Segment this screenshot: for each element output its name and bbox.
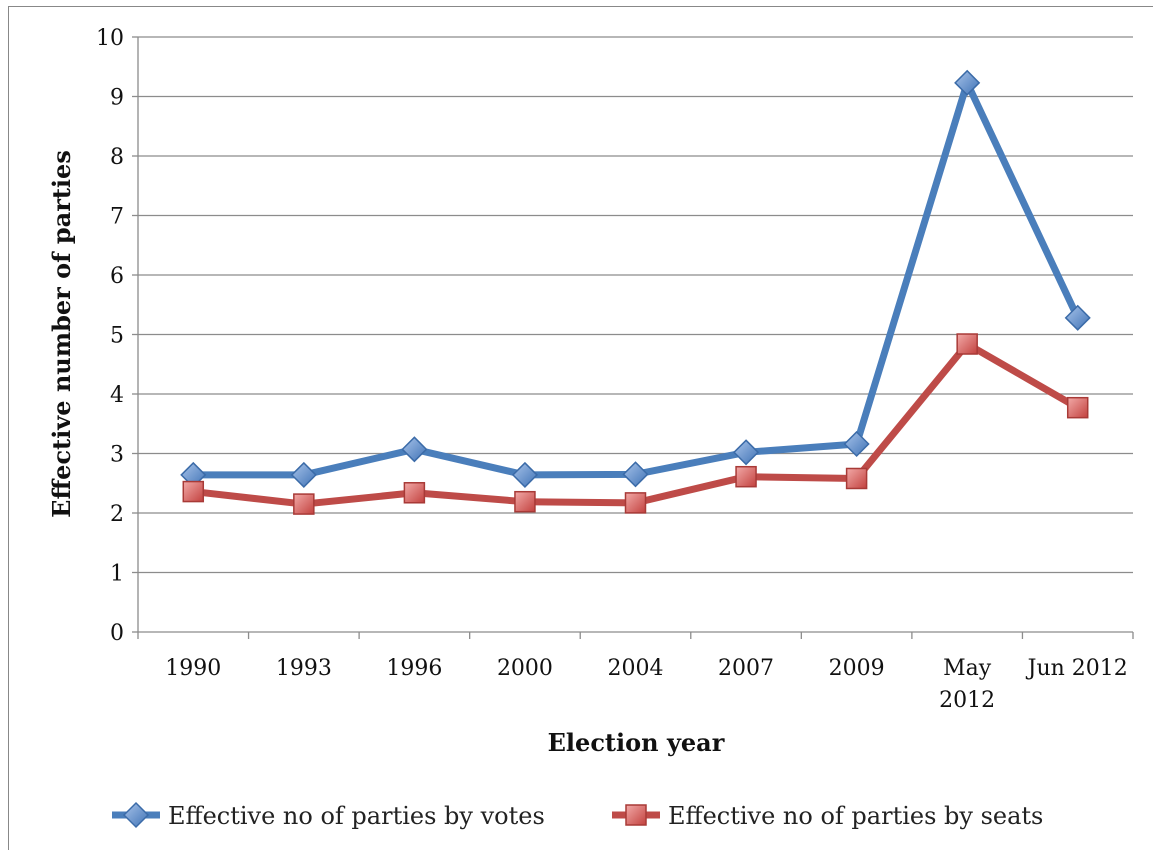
- x-tick-label: 1990: [165, 656, 221, 681]
- legend: Effective no of parties by votes Effectiv…: [112, 801, 1043, 830]
- series-line: [189, 79, 1082, 479]
- data-point: [514, 490, 536, 513]
- data-point: [735, 465, 757, 488]
- chart-frame: [8, 6, 1153, 850]
- y-tick-label: 6: [110, 264, 124, 289]
- x-tick-label-line: 2007: [718, 656, 774, 681]
- data-point: [1064, 304, 1091, 331]
- x-tick-label-line: 2000: [497, 656, 553, 681]
- y-tick-label: 0: [110, 621, 124, 646]
- x-tick-label: 2007: [718, 656, 774, 681]
- data-point: [293, 493, 315, 515]
- y-tick-label: 8: [110, 145, 124, 170]
- y-tick-label: 4: [110, 383, 124, 408]
- y-tick-label: 1: [110, 562, 124, 587]
- series: [180, 69, 1091, 515]
- x-tick-label-line: 2012: [939, 688, 995, 713]
- data-point: [182, 480, 205, 503]
- y-tick-label: 9: [110, 86, 124, 111]
- x-tick-label-line: 1996: [386, 656, 442, 681]
- data-point: [956, 333, 978, 355]
- y-tick-label: 10: [96, 26, 124, 51]
- x-tick-label-line: 1993: [276, 656, 332, 681]
- y-tick-label: 5: [110, 324, 124, 349]
- legend-swatch-marker: [625, 804, 647, 826]
- x-tick-label-line: 2009: [829, 656, 885, 681]
- x-tick-label-line: 1990: [165, 656, 221, 681]
- y-axis-title: Effective number of parties: [47, 150, 76, 518]
- axes: 0 1 2 3 4 5 6 7 8 9 10 1990 1993 1996 2000 2004 2007 2009…: [96, 26, 1134, 713]
- legend-label: Effective no of parties by seats: [668, 802, 1043, 830]
- legend-item: Effective no of parties by votes: [112, 801, 545, 830]
- legend-swatch-marker: [122, 801, 150, 829]
- data-point: [403, 482, 426, 504]
- data-point: [511, 461, 539, 488]
- data-point: [845, 467, 868, 490]
- x-tick-label: 1996: [386, 656, 442, 681]
- x-tick-label: May 2012: [939, 656, 995, 713]
- x-tick-label-line: 2004: [608, 656, 664, 681]
- x-tick-label: 2004: [608, 656, 664, 681]
- series-1: [180, 69, 1091, 488]
- series-2: [182, 333, 1089, 515]
- data-point: [1066, 396, 1089, 419]
- x-tick-label: 1993: [276, 656, 332, 681]
- legend-label: Effective no of parties by votes: [168, 802, 545, 830]
- data-point: [843, 430, 870, 458]
- y-tick-label: 3: [110, 443, 124, 468]
- x-tick-label-line: Jun 2012: [1026, 656, 1128, 681]
- data-point: [732, 439, 760, 466]
- data-point: [401, 436, 428, 463]
- x-axis-title: Election year: [548, 728, 725, 757]
- data-point: [954, 69, 981, 96]
- data-point: [624, 492, 647, 514]
- y-tick-label: 7: [110, 205, 124, 230]
- x-tick-label: 2009: [829, 656, 885, 681]
- x-tick-label: 2000: [497, 656, 553, 681]
- y-tick-label: 2: [110, 502, 124, 527]
- x-tick-label-line: May: [943, 656, 992, 681]
- x-tick-label: Jun 2012: [1026, 656, 1128, 681]
- data-point: [290, 461, 317, 488]
- data-point: [622, 461, 649, 488]
- legend-item: Effective no of parties by seats: [612, 802, 1043, 830]
